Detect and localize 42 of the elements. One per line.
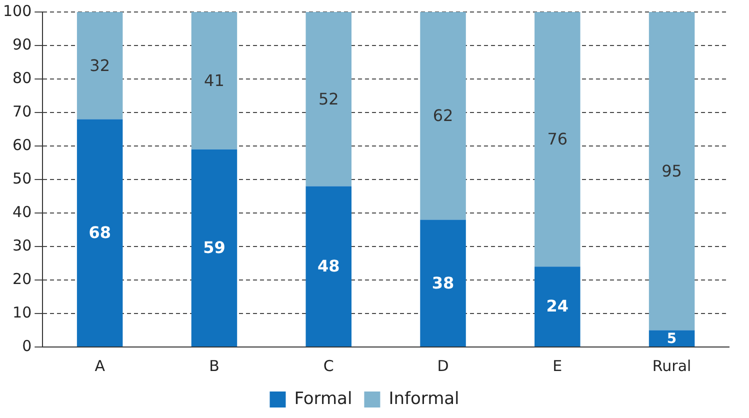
bar <box>306 186 352 346</box>
data-label: 38 <box>432 273 454 292</box>
x-tick-label: D <box>437 356 449 375</box>
data-label: 5 <box>666 331 677 348</box>
y-tick-label: 20 <box>12 270 32 288</box>
bar <box>76 12 123 120</box>
data-label: 95 <box>662 161 682 180</box>
y-tick-label: 0 <box>22 336 32 355</box>
legend-label: Formal <box>294 388 352 409</box>
legend-label: Informal <box>388 388 460 409</box>
bar <box>306 12 352 186</box>
y-tick-label: 60 <box>12 136 32 154</box>
data-label: 68 <box>88 223 111 242</box>
x-tick-label: C <box>323 356 334 375</box>
data-label: 59 <box>203 238 226 258</box>
data-label: 76 <box>547 129 568 148</box>
bar <box>191 149 238 346</box>
y-tick-label: 90 <box>12 35 32 54</box>
bar <box>420 220 466 346</box>
data-label: 62 <box>432 106 454 126</box>
y-tick-label: 70 <box>12 102 32 120</box>
bar <box>534 266 580 346</box>
y-tick-label: 40 <box>12 202 32 221</box>
bar <box>191 12 238 150</box>
data-label: 32 <box>90 56 110 75</box>
data-label: 48 <box>317 256 340 276</box>
data-label: 41 <box>204 70 224 90</box>
x-tick-label: Rural <box>652 356 692 375</box>
data-label: 24 <box>546 296 569 316</box>
y-tick-label: 10 <box>12 303 32 322</box>
bar <box>76 119 123 346</box>
bar <box>534 12 580 267</box>
x-tick-label: B <box>209 356 220 375</box>
y-tick-label: 100 <box>2 2 32 20</box>
y-tick-label: 30 <box>12 236 32 254</box>
x-tick-label: E <box>552 356 562 375</box>
y-tick-label: 80 <box>12 68 32 87</box>
bar <box>420 12 466 220</box>
x-tick-label: A <box>94 356 106 375</box>
bar <box>648 12 695 330</box>
y-tick-label: 50 <box>12 169 32 188</box>
data-label: 52 <box>318 89 339 108</box>
